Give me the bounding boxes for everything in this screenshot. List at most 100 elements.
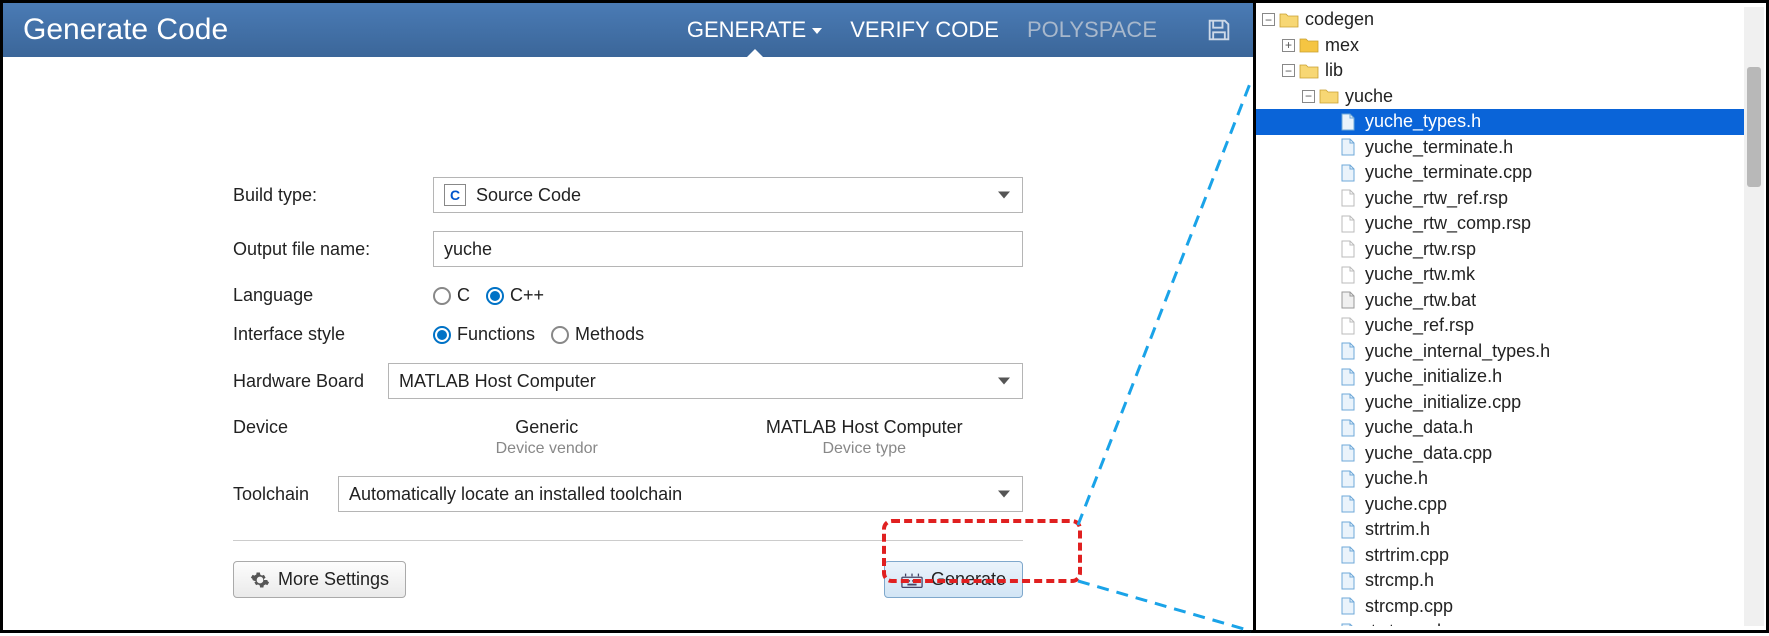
language-label: Language [233,285,433,306]
radio-cpp[interactable]: C++ [486,285,544,306]
file-icon [1339,342,1359,360]
tree-item-label: yuche_rtw_comp.rsp [1365,213,1531,234]
folder-icon [1299,36,1319,54]
radio-icon [486,287,504,305]
tree-item-label: yuche_data.h [1365,417,1473,438]
radio-c[interactable]: C [433,285,470,306]
tree-item-label: yuche [1345,86,1393,107]
file-icon [1339,521,1359,539]
radio-icon [433,326,451,344]
tree-file[interactable]: yuche_data.h [1256,415,1744,441]
file-icon [1339,419,1359,437]
divider [233,540,1023,541]
tree-item-label: strcmp.h [1365,570,1434,591]
tree-file[interactable]: rtwtypes.h [1256,619,1744,626]
tree-file[interactable]: yuche_rtw.bat [1256,288,1744,314]
tree-item-label: yuche_initialize.h [1365,366,1502,387]
form-area: Build type: C Source Code Output file na… [3,57,1253,628]
tree-file[interactable]: yuche_rtw_comp.rsp [1256,211,1744,237]
interface-style-label: Interface style [233,324,433,345]
file-icon [1339,597,1359,615]
folder-icon [1279,11,1299,29]
save-icon[interactable] [1205,16,1233,44]
tree-file[interactable]: yuche_types.h [1256,109,1744,135]
file-icon [1339,317,1359,335]
tree-item-label: yuche_rtw_ref.rsp [1365,188,1508,209]
tree-file[interactable]: yuche_rtw.mk [1256,262,1744,288]
tree-expander-icon[interactable]: − [1262,13,1275,26]
tree-item-label: yuche_initialize.cpp [1365,392,1521,413]
tree-file[interactable]: strcmp.h [1256,568,1744,594]
file-icon [1339,444,1359,462]
file-tree-panel: −codegen+mex−lib−yucheyuche_types.hyuche… [1253,3,1766,630]
output-file-label: Output file name: [233,239,433,260]
tree-expander-icon[interactable]: + [1282,39,1295,52]
tree-folder-yuche[interactable]: − yuche [1256,84,1744,110]
tree-folder-codegen[interactable]: −codegen [1256,7,1744,33]
tree-item-label: yuche_rtw.mk [1365,264,1475,285]
file-icon [1339,215,1359,233]
tree-item-label: mex [1325,35,1359,56]
file-icon [1339,623,1359,626]
build-type-select[interactable]: C Source Code [433,177,1023,213]
file-icon [1339,470,1359,488]
tree-file[interactable]: yuche_terminate.cpp [1256,160,1744,186]
device-vendor: Generic Device vendor [388,417,706,458]
tab-generate[interactable]: GENERATE [687,3,822,57]
radio-functions[interactable]: Functions [433,324,535,345]
tree-item-label: lib [1325,60,1343,81]
c-file-icon: C [444,184,466,206]
toolchain-select[interactable]: Automatically locate an installed toolch… [338,476,1023,512]
device-type: MATLAB Host Computer Device type [706,417,1024,458]
tree-item-label: yuche_data.cpp [1365,443,1492,464]
tree-file[interactable]: strtrim.cpp [1256,543,1744,569]
file-tree[interactable]: −codegen+mex−lib−yucheyuche_types.hyuche… [1256,7,1744,626]
tree-file[interactable]: yuche.h [1256,466,1744,492]
tree-item-label: yuche_ref.rsp [1365,315,1474,336]
tree-folder-mex[interactable]: + mex [1256,33,1744,59]
tree-folder-lib[interactable]: − lib [1256,58,1744,84]
file-icon [1339,138,1359,156]
tree-file[interactable]: yuche_ref.rsp [1256,313,1744,339]
file-icon [1339,164,1359,182]
hardware-board-label: Hardware Board [233,371,388,392]
hardware-board-select[interactable]: MATLAB Host Computer [388,363,1023,399]
radio-icon [551,326,569,344]
tree-file[interactable]: yuche_rtw.rsp [1256,237,1744,263]
tree-file[interactable]: yuche.cpp [1256,492,1744,518]
keyboard-icon [901,571,923,589]
tree-file[interactable]: yuche_data.cpp [1256,441,1744,467]
file-icon [1339,393,1359,411]
tree-item-label: strtrim.cpp [1365,545,1449,566]
more-settings-button[interactable]: More Settings [233,561,406,598]
output-file-input[interactable]: yuche [433,231,1023,267]
tree-file[interactable]: yuche_initialize.cpp [1256,390,1744,416]
file-icon [1339,495,1359,513]
tree-item-label: strtrim.h [1365,519,1430,540]
gear-icon [250,570,270,590]
tree-file[interactable]: strcmp.cpp [1256,594,1744,620]
tree-file[interactable]: strtrim.h [1256,517,1744,543]
tree-item-label: rtwtypes.h [1365,621,1447,626]
tree-expander-icon[interactable]: − [1282,64,1295,77]
scrollbar[interactable] [1744,7,1764,626]
chevron-down-icon [998,192,1010,199]
tree-file[interactable]: yuche_initialize.h [1256,364,1744,390]
radio-methods[interactable]: Methods [551,324,644,345]
generate-button[interactable]: Generate [884,561,1023,598]
tree-file[interactable]: yuche_rtw_ref.rsp [1256,186,1744,212]
header-tabs: GENERATE VERIFY CODE POLYSPACE [687,3,1233,57]
chevron-down-icon [998,491,1010,498]
page-title: Generate Code [23,13,228,47]
scroll-thumb[interactable] [1747,67,1761,187]
build-type-label: Build type: [233,185,433,206]
tree-item-label: yuche.cpp [1365,494,1447,515]
tab-verify-code[interactable]: VERIFY CODE [850,3,999,57]
tree-file[interactable]: yuche_terminate.h [1256,135,1744,161]
file-icon [1339,368,1359,386]
file-icon [1339,266,1359,284]
toolchain-label: Toolchain [233,484,338,505]
file-icon [1339,189,1359,207]
tree-expander-icon[interactable]: − [1302,90,1315,103]
tree-file[interactable]: yuche_internal_types.h [1256,339,1744,365]
